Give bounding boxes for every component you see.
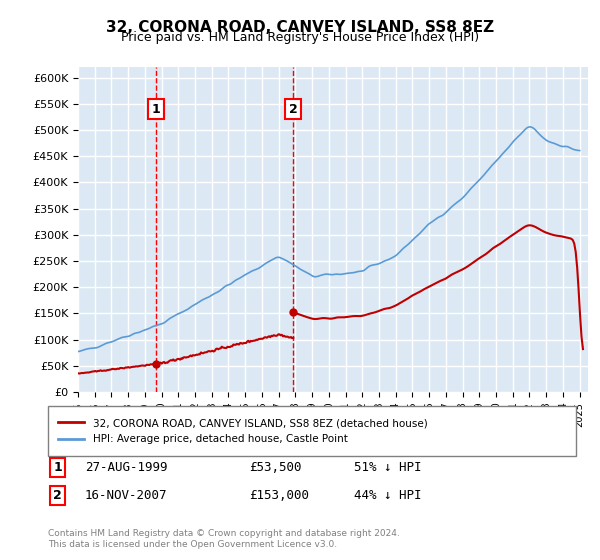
Text: 2: 2 (53, 489, 62, 502)
Text: 1: 1 (53, 461, 62, 474)
Text: £53,500: £53,500 (248, 461, 301, 474)
Text: £153,000: £153,000 (248, 489, 308, 502)
Text: 32, CORONA ROAD, CANVEY ISLAND, SS8 8EZ: 32, CORONA ROAD, CANVEY ISLAND, SS8 8EZ (106, 20, 494, 35)
Text: 1: 1 (152, 102, 160, 115)
Text: 44% ↓ HPI: 44% ↓ HPI (354, 489, 422, 502)
Legend: 32, CORONA ROAD, CANVEY ISLAND, SS8 8EZ (detached house), HPI: Average price, de: 32, CORONA ROAD, CANVEY ISLAND, SS8 8EZ … (53, 413, 433, 450)
Text: Contains HM Land Registry data © Crown copyright and database right 2024.
This d: Contains HM Land Registry data © Crown c… (48, 529, 400, 549)
FancyBboxPatch shape (48, 406, 576, 456)
Text: 51% ↓ HPI: 51% ↓ HPI (354, 461, 422, 474)
Text: Price paid vs. HM Land Registry's House Price Index (HPI): Price paid vs. HM Land Registry's House … (121, 31, 479, 44)
Text: 27-AUG-1999: 27-AUG-1999 (85, 461, 167, 474)
Text: 16-NOV-2007: 16-NOV-2007 (85, 489, 167, 502)
Text: 2: 2 (289, 102, 298, 115)
